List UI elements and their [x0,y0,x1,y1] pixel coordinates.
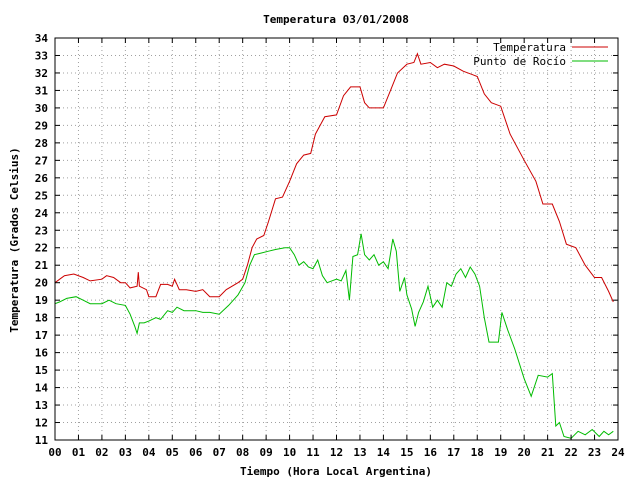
x-tick-label: 04 [142,446,156,459]
x-tick-label: 09 [260,446,273,459]
legend-label: Temperatura [493,41,566,54]
x-tick-label: 07 [213,446,226,459]
x-tick-label: 18 [471,446,484,459]
x-tick-label: 14 [377,446,391,459]
x-tick-label: 02 [95,446,108,459]
x-tick-label: 16 [424,446,438,459]
series-line [54,52,614,303]
y-tick-label: 30 [35,102,48,115]
y-tick-labels: 11 12 13 14 15 16 17 18 19 20 21 22 23 24 25 26 27 28 29 30… [35,32,618,447]
y-tick-label: 23 [35,224,48,237]
series-lines [54,52,614,439]
y-tick-label: 18 [35,312,48,325]
y-tick-label: 26 [35,172,49,185]
y-tick-label: 16 [35,347,49,360]
x-tick-label: 12 [330,446,343,459]
grid [54,37,619,441]
y-tick-label: 17 [35,329,48,342]
y-tick-label: 24 [35,207,49,220]
legend-label: Punto de Rocío [473,55,566,68]
y-tick-label: 13 [35,399,48,412]
y-tick-label: 19 [35,294,48,307]
x-tick-label: 24 [611,446,625,459]
x-tick-label: 03 [119,446,132,459]
y-tick-label: 21 [35,259,49,272]
x-tick-label: 23 [588,446,601,459]
y-tick-label: 34 [35,32,49,45]
y-axis-label: Temperatura (Grados Celsius) [8,147,21,332]
x-axis-label: Tiempo (Hora Local Argentina) [240,465,432,478]
x-tick-label: 01 [72,446,86,459]
x-tick-label: 15 [400,446,413,459]
x-tick-label: 17 [447,446,460,459]
x-tick-label: 11 [306,446,320,459]
x-tick-label: 06 [189,446,203,459]
y-tick-label: 27 [35,154,48,167]
x-tick-label: 05 [166,446,179,459]
chart-title: Temperatura 03/01/2008 [263,13,409,26]
y-tick-label: 28 [35,137,48,150]
y-tick-label: 12 [35,417,48,430]
x-tick-label: 22 [564,446,577,459]
y-tick-label: 11 [35,434,49,447]
series-line [54,233,614,439]
x-tick-label: 10 [283,446,296,459]
x-tick-label: 00 [48,446,61,459]
x-tick-label: 21 [541,446,555,459]
y-tick-label: 20 [35,277,48,290]
y-tick-label: 25 [35,189,48,202]
x-tick-labels: 00 01 02 03 04 05 06 07 08 09 10 11 12 13 14 15 16 17 18 19… [48,38,625,459]
y-tick-label: 14 [35,382,49,395]
x-tick-label: 20 [518,446,531,459]
y-tick-label: 29 [35,119,48,132]
x-tick-label: 13 [353,446,366,459]
y-tick-label: 32 [35,67,48,80]
x-tick-label: 19 [494,446,507,459]
y-tick-label: 33 [35,49,48,62]
x-tick-label: 08 [236,446,249,459]
y-tick-label: 31 [35,84,49,97]
y-tick-label: 22 [35,242,48,255]
y-tick-label: 15 [35,364,48,377]
